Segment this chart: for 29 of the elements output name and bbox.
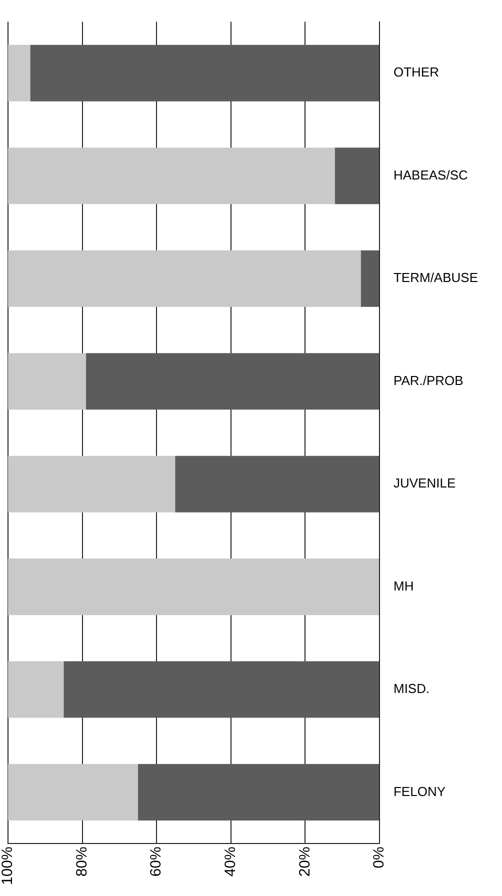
bar: [175, 456, 379, 512]
bar: [8, 661, 64, 718]
y-tick-label: FELONY: [393, 784, 446, 799]
bar: [8, 558, 379, 616]
bar: [30, 44, 379, 102]
bar: [360, 250, 379, 307]
y-tick-label: MH: [393, 578, 414, 594]
bar: [334, 148, 379, 204]
bar: [8, 456, 176, 512]
bar: [138, 764, 379, 821]
bar: [8, 250, 361, 307]
y-tick-label: PAR./PROB: [393, 372, 464, 388]
y-tick-label: TERM/ABUSE: [393, 270, 478, 286]
y-tick-label: JUVENILE: [393, 476, 456, 491]
x-tick-label: 80%: [73, 846, 90, 877]
bar: [8, 148, 335, 204]
x-tick-label: 100%: [0, 846, 16, 886]
bar: [8, 353, 86, 410]
x-tick-label: 40%: [222, 846, 240, 877]
x-tick-label: 0%: [370, 846, 388, 868]
bar: [64, 661, 379, 718]
x-tick-label: 20%: [296, 846, 314, 877]
y-tick-label: MISD.: [393, 681, 430, 696]
bar: [8, 44, 30, 102]
y-tick-label: OTHER: [393, 64, 439, 80]
y-tick-label: HABEAS/SC: [393, 167, 468, 182]
bar: [8, 764, 138, 821]
x-tick-label: 60%: [148, 846, 165, 877]
bar: [86, 353, 379, 410]
